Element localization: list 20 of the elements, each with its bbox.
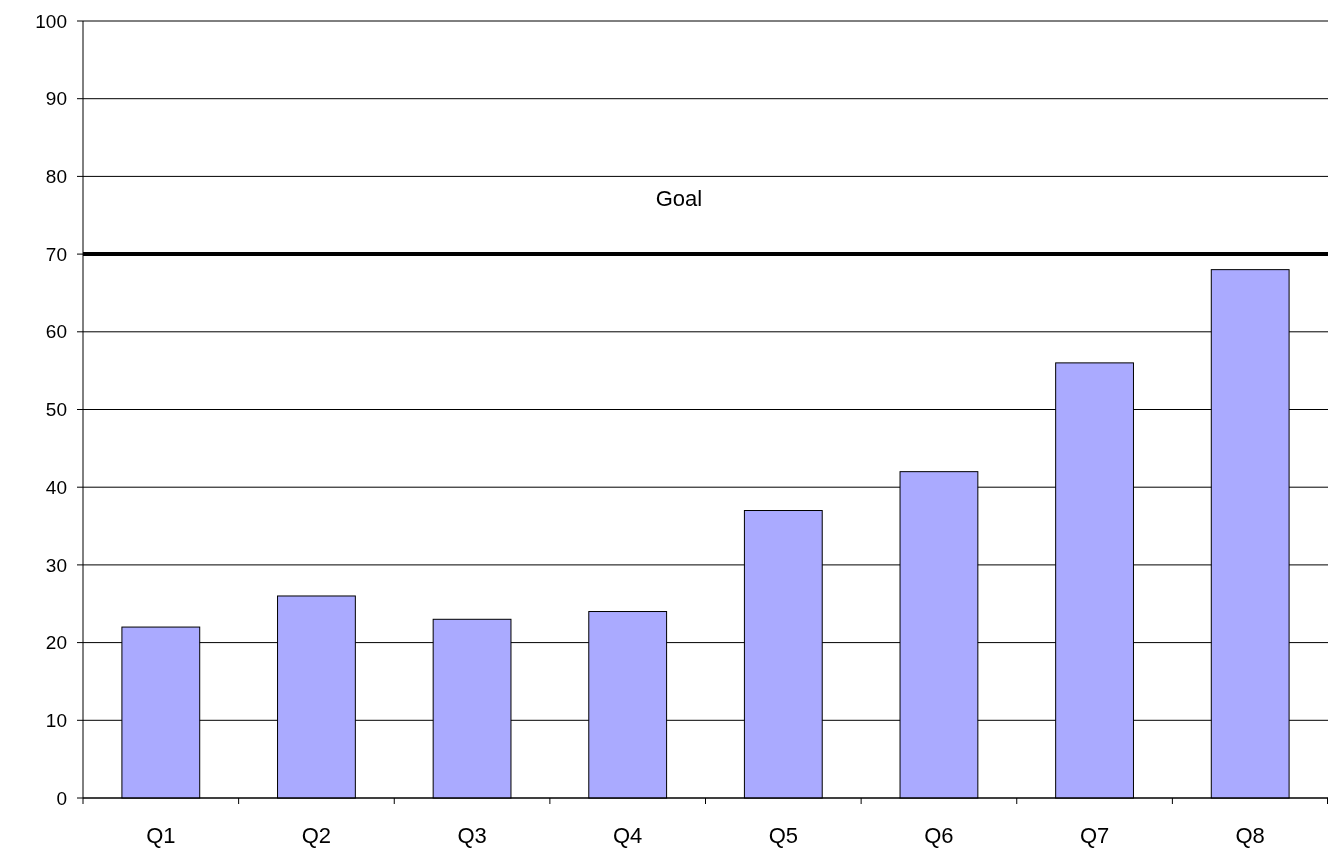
y-tick-label: 80 (45, 166, 67, 188)
x-tick-label: Q8 (1235, 823, 1265, 848)
y-tick-label: 100 (35, 10, 67, 32)
y-tick-label: 60 (45, 321, 67, 343)
x-tick-label: Q1 (146, 823, 176, 848)
x-tick-label: Q3 (457, 823, 487, 848)
y-tick-label: 70 (45, 243, 67, 265)
x-tick-label: Q4 (613, 823, 643, 848)
ref-line-label: Goal (655, 186, 703, 212)
y-tick-label: 0 (56, 787, 67, 809)
y-tick-label: 30 (45, 554, 67, 576)
y-tick-label: 50 (45, 399, 67, 421)
x-tick-label: Q2 (301, 823, 332, 848)
x-tick-label: Q7 (1079, 823, 1110, 848)
y-tick-label: 20 (45, 632, 67, 654)
x-tick-label: Q5 (768, 823, 798, 848)
x-tick-label: Q6 (924, 823, 954, 848)
y-tick-label: 90 (45, 88, 67, 110)
y-tick-label: 10 (45, 709, 67, 731)
y-tick-label: 40 (45, 476, 67, 498)
